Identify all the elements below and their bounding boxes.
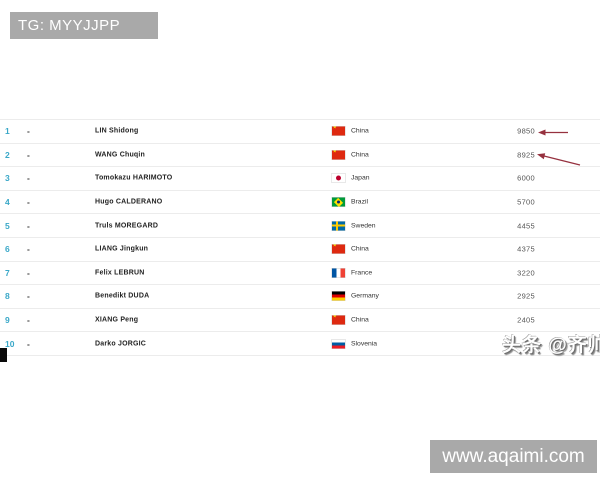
- country-flag-icon: [332, 150, 345, 160]
- red-arrow-up-left-icon: [537, 153, 581, 166]
- ranking-points: 6000: [517, 173, 535, 183]
- country-flag-icon: [332, 244, 345, 254]
- player-name: Felix LEBRUN: [95, 269, 145, 277]
- player-avatar-icon: [73, 241, 87, 257]
- rank-number: 8: [5, 291, 10, 302]
- player-name: WANG Chuqin: [95, 151, 146, 159]
- rank-change-indicator: -: [27, 315, 30, 326]
- red-arrow-left-icon: [538, 129, 568, 136]
- rank-number: 5: [5, 220, 10, 231]
- player-name: LIANG Jingkun: [95, 245, 149, 253]
- country-flag-icon: [332, 197, 345, 207]
- player-avatar-icon: [73, 170, 87, 186]
- country-name: China: [351, 151, 369, 159]
- rank-change-indicator: -: [27, 173, 30, 184]
- rank-number: 6: [5, 244, 10, 255]
- player-name: Darko JORGIC: [95, 340, 147, 348]
- country-name: Japan: [351, 174, 370, 182]
- player-name: LIN Shidong: [95, 127, 139, 135]
- table-row[interactable]: 2 - WANG Chuqin China 8925: [0, 142, 600, 167]
- player-avatar-icon: [73, 147, 87, 163]
- ranking-points: 4375: [517, 244, 535, 254]
- rank-number: 4: [5, 197, 10, 208]
- rank-change-indicator: -: [27, 267, 30, 278]
- watermark-top-left: TG: MYYJJPP: [10, 12, 158, 39]
- player-avatar-icon: [73, 265, 87, 281]
- player-name: Benedikt DUDA: [95, 292, 150, 300]
- ranking-points: 5700: [517, 197, 535, 207]
- country-flag-icon: [332, 339, 345, 349]
- table-row[interactable]: 5 - Truls MOREGARD Sweden 4455: [0, 213, 600, 237]
- player-name: Tomokazu HARIMOTO: [95, 174, 173, 182]
- ranking-points: 4455: [517, 221, 535, 231]
- country-flag-icon: [332, 315, 345, 325]
- table-row[interactable]: 3 - Tomokazu HARIMOTO Japan 6000: [0, 166, 600, 190]
- ranking-points: 3220: [517, 268, 535, 278]
- country-name: Germany: [351, 292, 379, 300]
- table-row[interactable]: 7 - Felix LEBRUN France 3220: [0, 260, 600, 285]
- table-row[interactable]: 9 - XIANG Peng China 2405: [0, 307, 600, 332]
- rank-number: 2: [5, 149, 10, 160]
- rank-number: 9: [5, 315, 10, 326]
- player-name: Truls MOREGARD: [95, 222, 159, 230]
- player-avatar-icon: [73, 123, 87, 139]
- country-name: China: [351, 245, 369, 253]
- rank-number: 7: [5, 267, 10, 278]
- rank-change-indicator: -: [27, 338, 30, 349]
- country-flag-icon: [332, 221, 345, 231]
- player-avatar-icon: [73, 336, 87, 352]
- rank-change-indicator: -: [27, 244, 30, 255]
- ranking-points: 9850: [517, 126, 535, 136]
- rank-number: 10: [5, 338, 15, 349]
- watermark-bottom-right: www.aqaimi.com: [430, 440, 597, 473]
- rank-change-indicator: -: [27, 149, 30, 160]
- country-name: Slovenia: [351, 340, 378, 348]
- watermark-bottom-right-text: www.aqaimi.com: [442, 445, 585, 467]
- ranking-points: 8925: [517, 150, 535, 160]
- table-row[interactable]: 8 - Benedikt DUDA Germany 2925: [0, 284, 600, 308]
- black-mark: [0, 348, 7, 362]
- player-avatar-icon: [73, 218, 87, 234]
- ranking-points: 2925: [517, 291, 535, 301]
- rank-change-indicator: -: [27, 220, 30, 231]
- rank-change-indicator: -: [27, 197, 30, 208]
- table-row[interactable]: 1 - LIN Shidong China 9850: [0, 119, 600, 143]
- ranking-table: 1 - LIN Shidong China 9850 2 - WANG Chuq…: [0, 119, 600, 356]
- watermark-top-left-text: TG: MYYJJPP: [18, 17, 121, 34]
- rank-change-indicator: -: [27, 126, 30, 137]
- country-flag-icon: [332, 126, 345, 136]
- table-row[interactable]: 4 - Hugo CALDERANO Brazil 5700: [0, 189, 600, 214]
- country-name: Sweden: [351, 222, 376, 230]
- country-name: France: [351, 269, 373, 277]
- player-name: Hugo CALDERANO: [95, 198, 163, 206]
- table-row[interactable]: 10 - Darko JORGIC Slovenia: [0, 331, 600, 356]
- country-name: Brazil: [351, 198, 368, 206]
- table-row[interactable]: 6 - LIANG Jingkun China 4375: [0, 236, 600, 261]
- watermark-overlay: 头条 @齐帅: [502, 335, 600, 356]
- rank-change-indicator: -: [27, 291, 30, 302]
- player-avatar-icon: [73, 312, 87, 328]
- country-name: China: [351, 127, 369, 135]
- player-name: XIANG Peng: [95, 316, 139, 324]
- rank-number: 1: [5, 126, 10, 137]
- player-avatar-icon: [73, 288, 87, 304]
- country-flag-icon: [332, 268, 345, 278]
- rank-number: 3: [5, 173, 10, 184]
- country-flag-icon: [332, 173, 345, 183]
- country-flag-icon: [332, 291, 345, 301]
- ranking-points: 2405: [517, 315, 535, 325]
- country-name: China: [351, 316, 369, 324]
- player-avatar-icon: [73, 194, 87, 210]
